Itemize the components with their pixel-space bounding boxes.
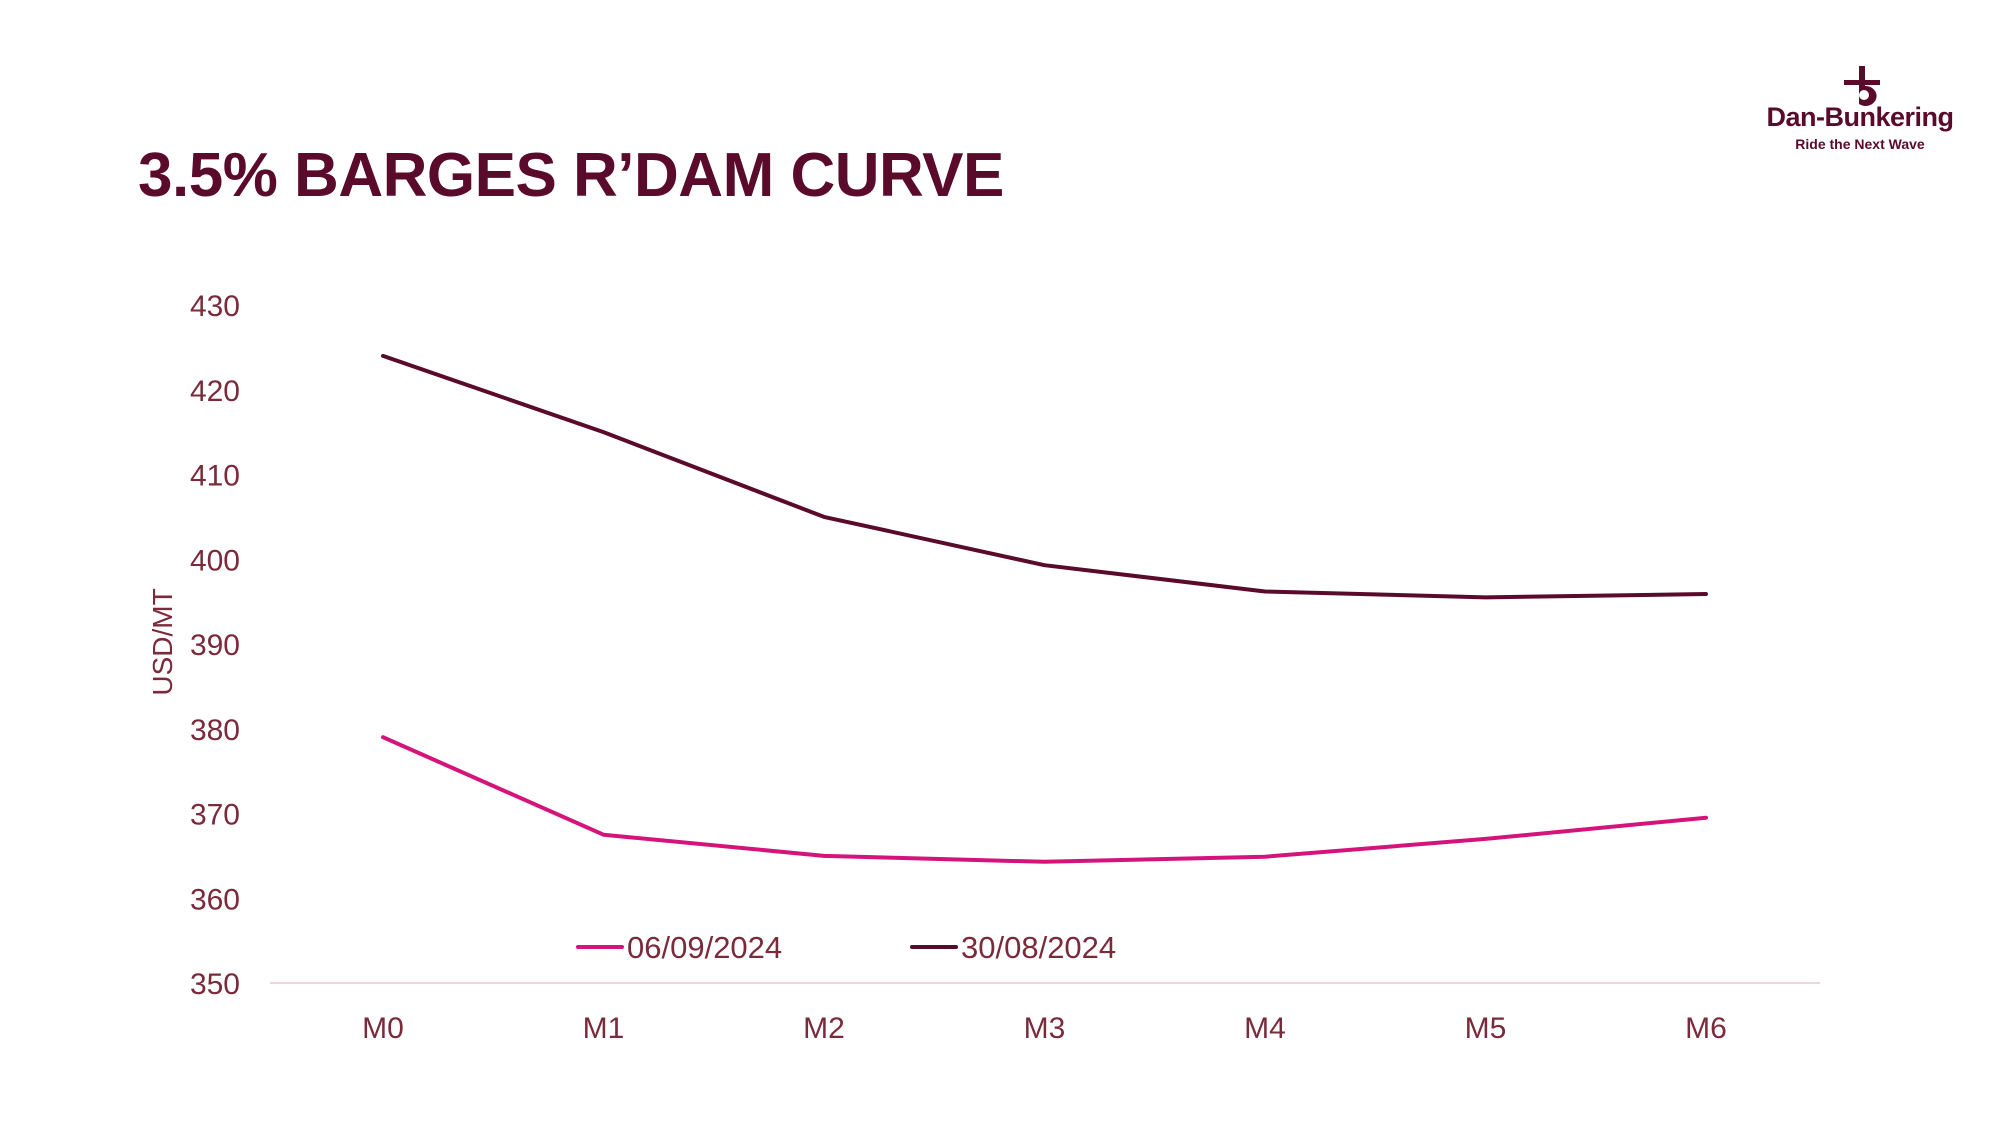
x-tick-label: M3 — [1024, 1012, 1066, 1045]
y-tick-label: 360 — [190, 883, 240, 916]
y-tick-label: 430 — [190, 290, 240, 323]
x-tick-label: M5 — [1465, 1012, 1507, 1045]
y-tick-label: 390 — [190, 629, 240, 662]
anchor-b-icon — [1844, 66, 1880, 106]
x-tick-label: M0 — [362, 1012, 404, 1045]
y-tick-label: 420 — [190, 375, 240, 408]
y-tick-label: 410 — [190, 460, 240, 493]
y-tick-label: 350 — [190, 968, 240, 1001]
page-title: 3.5% BARGES R’DAM CURVE — [138, 141, 1004, 210]
legend-label: 30/08/2024 — [961, 930, 1116, 965]
series-line-2 — [381, 353, 1708, 600]
y-tick-label: 380 — [190, 714, 240, 747]
logo-tagline: Ride the Next Wave — [1795, 136, 1925, 152]
x-axis: M0 M1 M2 M3 M4 M5 M6 — [270, 982, 1820, 1045]
x-tick-label: M4 — [1244, 1012, 1286, 1045]
y-axis-title: USD/MT — [147, 588, 178, 695]
x-tick-label: M2 — [803, 1012, 845, 1045]
company-logo: Dan-Bunkering Ride the Next Wave — [1740, 66, 1980, 156]
legend: 06/09/2024 30/08/2024 — [576, 930, 1116, 965]
x-tick-label: M6 — [1685, 1012, 1727, 1045]
series-line-1 — [381, 735, 1708, 864]
series-layer — [381, 353, 1708, 864]
x-tick-label: M1 — [583, 1012, 625, 1045]
y-tick-label: 400 — [190, 544, 240, 577]
y-tick-label: 370 — [190, 799, 240, 832]
y-axis: 350 360 370 380 390 400 410 420 430 USD/MT — [147, 290, 240, 1001]
legend-label: 06/09/2024 — [627, 930, 782, 965]
logo-name: Dan-Bunkering — [1766, 102, 1954, 132]
